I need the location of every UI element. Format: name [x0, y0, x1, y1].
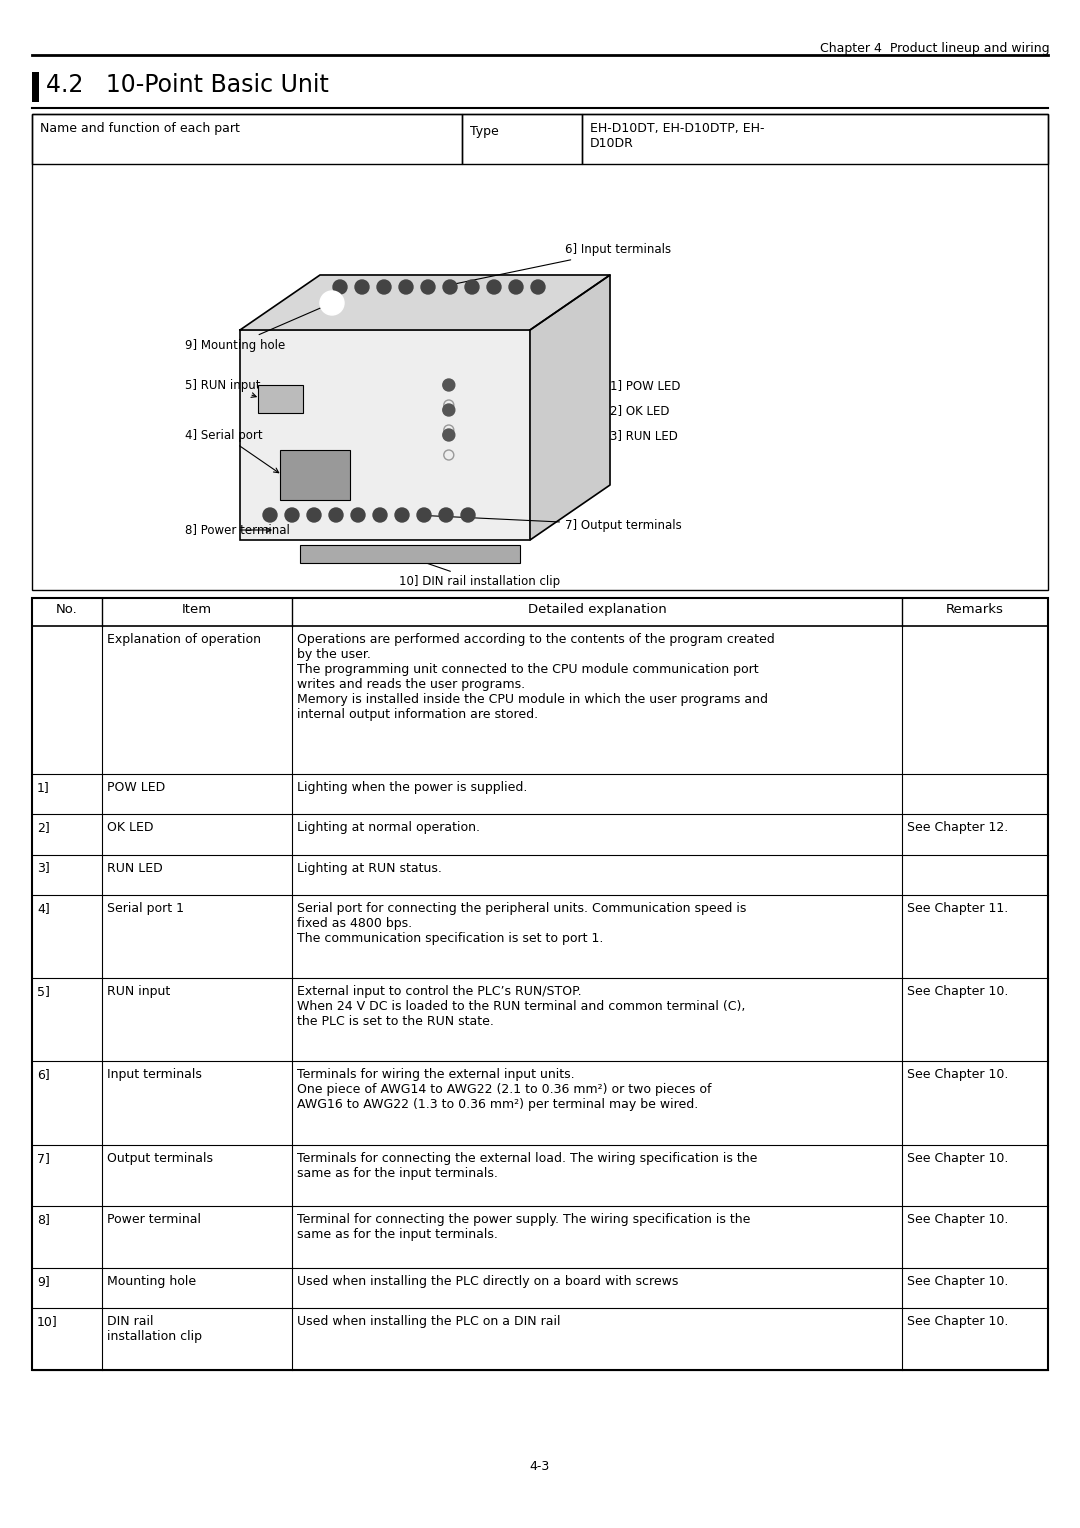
Bar [280, 451, 350, 500]
Text: 8] Power terminal: 8] Power terminal [185, 524, 289, 536]
Text: Lighting when the power is supplied.: Lighting when the power is supplied. [297, 781, 527, 795]
Text: Type: Type [470, 125, 499, 139]
Text: Lighting at RUN status.: Lighting at RUN status. [297, 862, 442, 874]
Bar [32, 72, 39, 102]
Text: Detailed explanation: Detailed explanation [528, 604, 666, 616]
Text: See Chapter 10.: See Chapter 10. [907, 986, 1009, 998]
Text: RUN input: RUN input [107, 986, 171, 998]
Text: 10]: 10] [37, 1316, 57, 1328]
Text: See Chapter 11.: See Chapter 11. [907, 902, 1009, 915]
Bar [462, 115, 582, 163]
Text: See Chapter 10.: See Chapter 10. [907, 1316, 1009, 1328]
Circle shape [399, 280, 413, 293]
Text: Operations are performed according to the contents of the program created
by the: Operations are performed according to th… [297, 633, 774, 721]
Circle shape [285, 507, 299, 523]
Text: Input terminals: Input terminals [107, 1068, 202, 1082]
Bar [32, 115, 462, 163]
Circle shape [461, 507, 475, 523]
Text: Explanation of operation: Explanation of operation [107, 633, 261, 646]
Text: See Chapter 10.: See Chapter 10. [907, 1068, 1009, 1082]
Text: Terminal for connecting the power supply. The wiring specification is the
same a: Terminal for connecting the power supply… [297, 1213, 751, 1241]
Polygon shape [240, 275, 610, 330]
Circle shape [443, 429, 455, 442]
Text: Remarks: Remarks [946, 604, 1004, 616]
Text: 6] Input terminals: 6] Input terminals [444, 243, 671, 287]
Text: 1]: 1] [37, 781, 50, 795]
Text: See Chapter 10.: See Chapter 10. [907, 1152, 1009, 1164]
Circle shape [509, 280, 523, 293]
Text: 4.2   10-Point Basic Unit: 4.2 10-Point Basic Unit [46, 73, 329, 96]
Text: 5]: 5] [37, 986, 50, 998]
Circle shape [355, 280, 369, 293]
Text: Mounting hole: Mounting hole [107, 1276, 197, 1288]
Text: See Chapter 10.: See Chapter 10. [907, 1276, 1009, 1288]
Polygon shape [530, 275, 610, 539]
Text: 10] DIN rail installation clip: 10] DIN rail installation clip [400, 555, 561, 588]
Text: Lighting at normal operation.: Lighting at normal operation. [297, 822, 480, 834]
Text: OK LED: OK LED [107, 822, 153, 834]
Text: Item: Item [181, 604, 212, 616]
Text: Name and function of each part: Name and function of each part [40, 122, 240, 134]
Text: Chapter 4  Product lineup and wiring: Chapter 4 Product lineup and wiring [821, 41, 1050, 55]
Circle shape [329, 507, 343, 523]
Text: Serial port 1: Serial port 1 [107, 902, 184, 915]
Text: Used when installing the PLC directly on a board with screws: Used when installing the PLC directly on… [297, 1276, 678, 1288]
Circle shape [373, 507, 387, 523]
Text: Used when installing the PLC on a DIN rail: Used when installing the PLC on a DIN ra… [297, 1316, 561, 1328]
Circle shape [443, 379, 455, 391]
Text: EH-D10DT, EH-D10DTP, EH-
D10DR: EH-D10DT, EH-D10DTP, EH- D10DR [590, 122, 765, 150]
Bar [32, 115, 1048, 590]
Circle shape [395, 507, 409, 523]
Bar [258, 385, 303, 413]
Text: 7] Output terminals: 7] Output terminals [418, 513, 681, 532]
Text: 6]: 6] [37, 1068, 50, 1082]
Text: Terminals for connecting the external load. The wiring specification is the
same: Terminals for connecting the external lo… [297, 1152, 757, 1180]
Text: RUN LED: RUN LED [107, 862, 163, 874]
Text: 1] POW LED: 1] POW LED [610, 379, 680, 393]
Text: Serial port for connecting the peripheral units. Communication speed is
fixed as: Serial port for connecting the periphera… [297, 902, 746, 944]
Circle shape [531, 280, 545, 293]
Text: DIN rail
installation clip: DIN rail installation clip [107, 1316, 202, 1343]
Text: 4] Serial port: 4] Serial port [185, 428, 279, 472]
Circle shape [421, 280, 435, 293]
Bar [582, 115, 1048, 163]
Circle shape [443, 280, 457, 293]
Text: 4-3: 4-3 [530, 1459, 550, 1473]
Bar [240, 330, 530, 539]
Text: Output terminals: Output terminals [107, 1152, 213, 1164]
Circle shape [320, 290, 345, 315]
Text: 7]: 7] [37, 1152, 50, 1164]
Text: 9] Mounting hole: 9] Mounting hole [185, 304, 328, 351]
Circle shape [333, 280, 347, 293]
Circle shape [443, 403, 455, 416]
Circle shape [487, 280, 501, 293]
Circle shape [264, 507, 276, 523]
Circle shape [307, 507, 321, 523]
Text: 2] OK LED: 2] OK LED [610, 403, 670, 417]
Text: 3]: 3] [37, 862, 50, 874]
Text: External input to control the PLC’s RUN/STOP.
When 24 V DC is loaded to the RUN : External input to control the PLC’s RUN/… [297, 986, 745, 1028]
Text: 3] RUN LED: 3] RUN LED [610, 429, 678, 442]
Circle shape [417, 507, 431, 523]
Text: 9]: 9] [37, 1276, 50, 1288]
Circle shape [465, 280, 480, 293]
Circle shape [351, 507, 365, 523]
Circle shape [438, 507, 453, 523]
Text: See Chapter 10.: See Chapter 10. [907, 1213, 1009, 1227]
Circle shape [377, 280, 391, 293]
Bar [32, 597, 1048, 1371]
Text: POW LED: POW LED [107, 781, 165, 795]
Text: Terminals for wiring the external input units.
One piece of AWG14 to AWG22 (2.1 : Terminals for wiring the external input … [297, 1068, 712, 1111]
Text: Power terminal: Power terminal [107, 1213, 201, 1227]
Text: No.: No. [56, 604, 78, 616]
Text: 4]: 4] [37, 902, 50, 915]
Text: 8]: 8] [37, 1213, 50, 1227]
Text: See Chapter 12.: See Chapter 12. [907, 822, 1009, 834]
Text: 5] RUN input: 5] RUN input [185, 379, 260, 397]
Bar [300, 545, 519, 562]
Text: 2]: 2] [37, 822, 50, 834]
